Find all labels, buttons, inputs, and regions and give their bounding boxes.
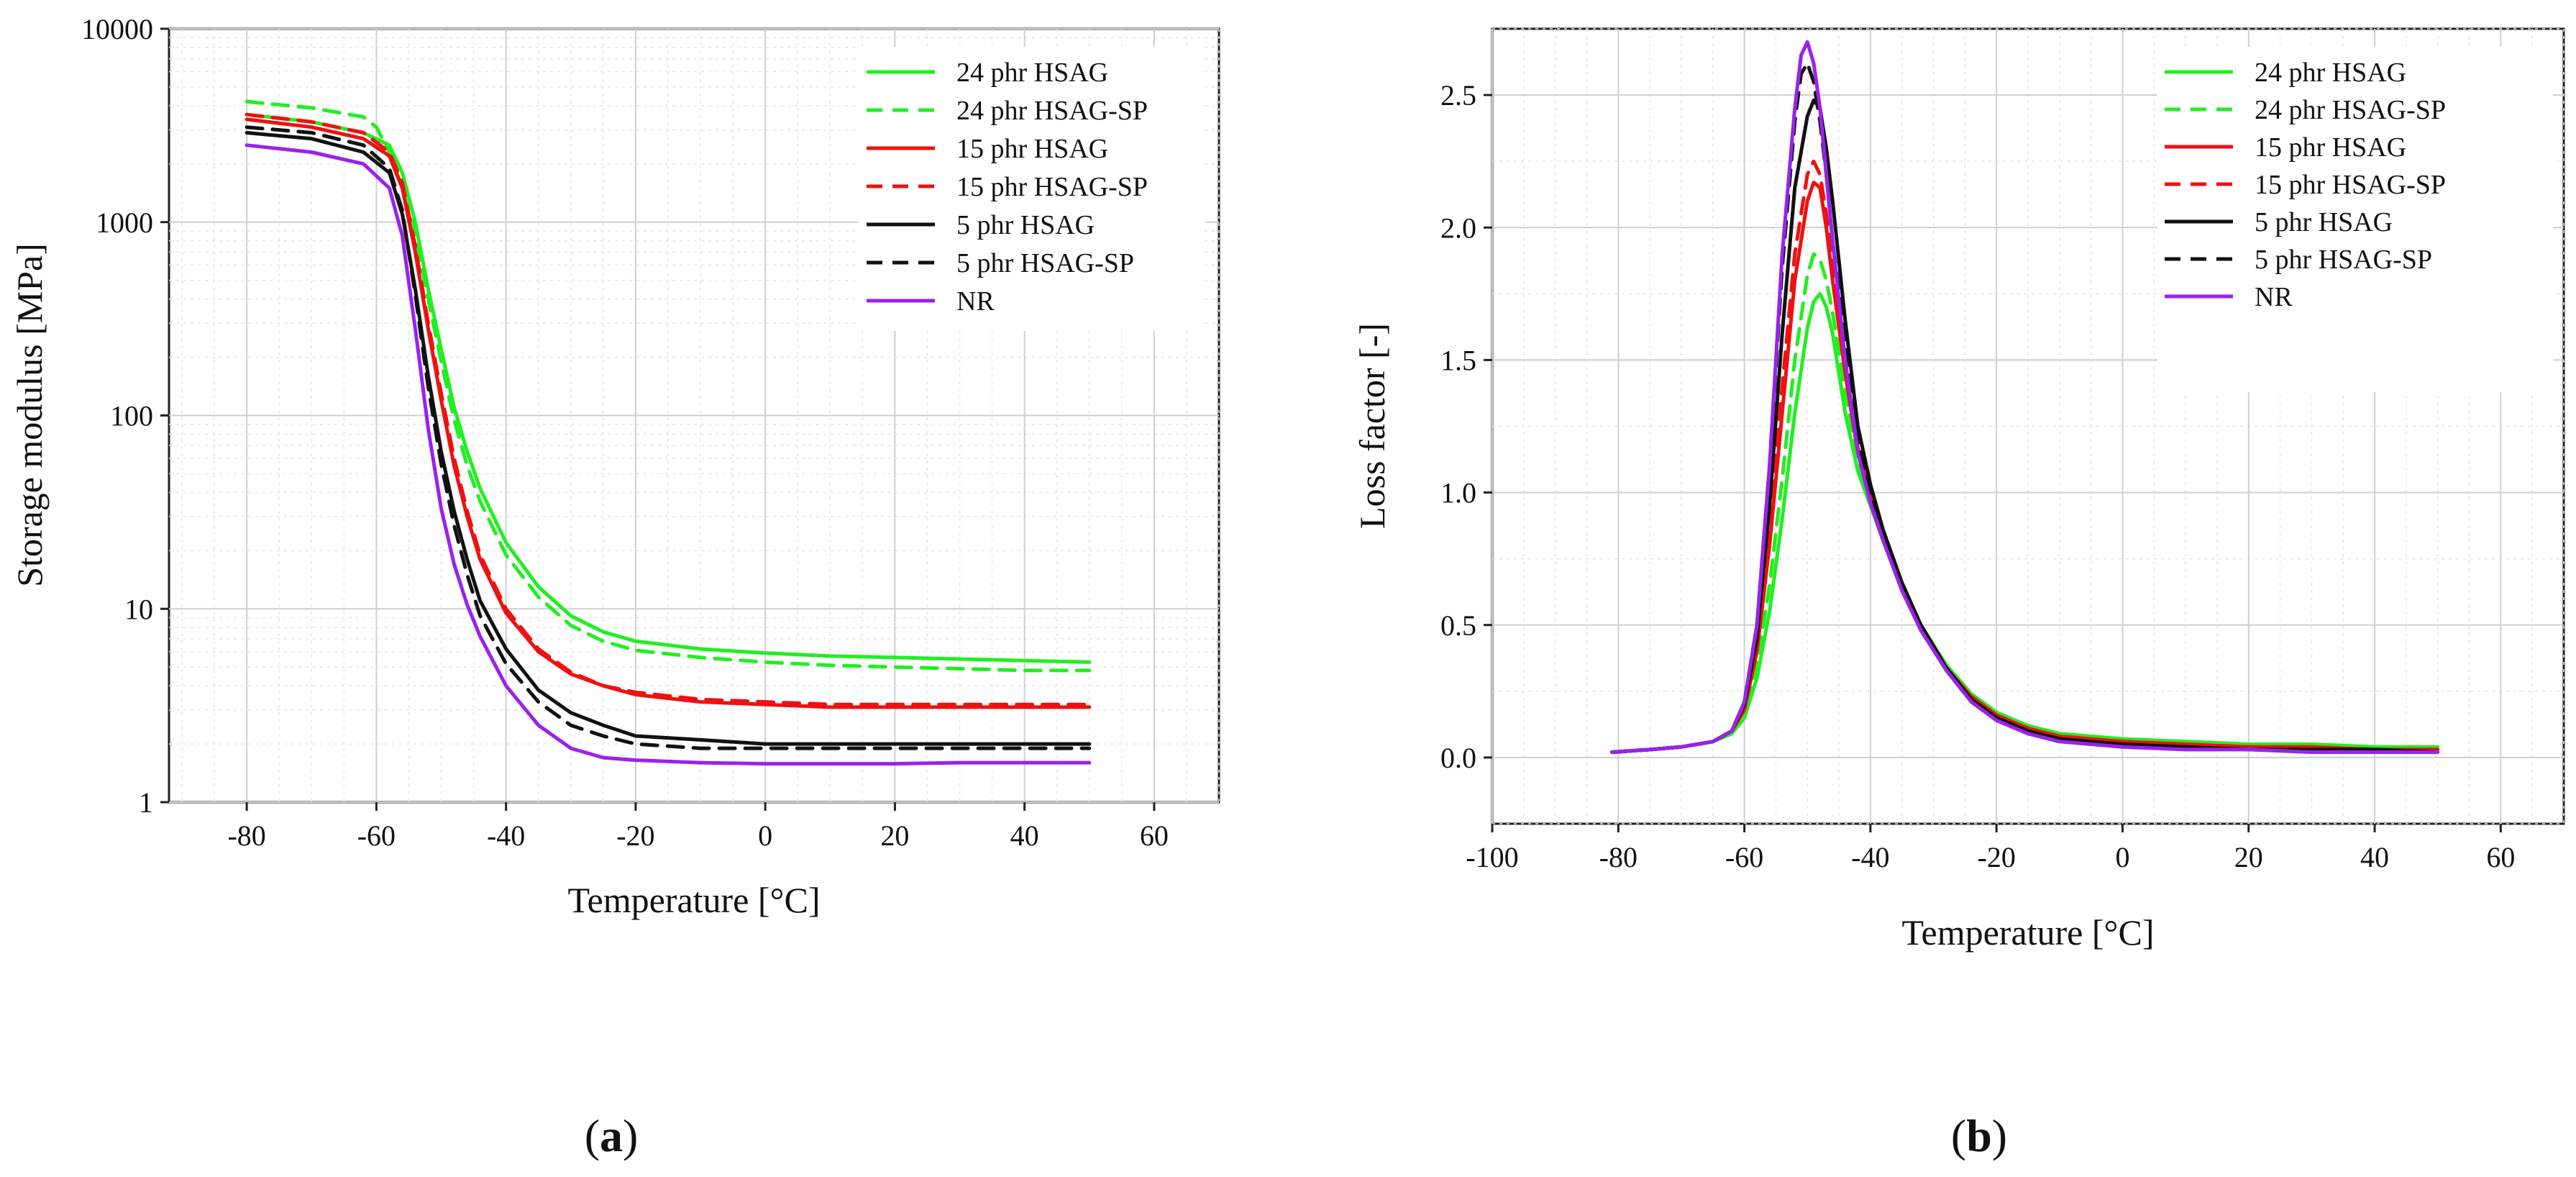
loss-factor-chart: -100 -80 -60 -40 -20 0 20 40 60 0.0 0.5 1.0 1.5 2.0 2.… — [1352, 27, 2565, 953]
tick-labels: -80 -60 -40 -20 0 20 40 60 1 10 100 1000 10000 — [81, 13, 1169, 852]
x-tick-label: -60 — [1725, 841, 1763, 873]
caption-a: (a) — [585, 1110, 639, 1161]
x-tick-label: -80 — [1599, 841, 1638, 873]
x-tick-label: -100 — [1466, 841, 1518, 873]
caption-b: (b) — [1951, 1110, 2007, 1161]
legend-label: 15 phr HSAG-SP — [2255, 170, 2446, 200]
grid — [169, 28, 1220, 803]
series-line-24-phr-hsag — [1610, 291, 2440, 754]
legend-label: 24 phr HSAG — [2255, 58, 2406, 88]
y-axis-label: Storage modulus [MPa] — [9, 243, 50, 587]
series-line-5-phr-hsag-sp — [245, 125, 1092, 750]
legend-label: 15 phr HSAG — [2255, 132, 2406, 163]
series-line-24-phr-hsag-sp — [245, 99, 1092, 673]
series-line-nr — [245, 143, 1092, 766]
legend-label: 24 phr HSAG — [956, 58, 1108, 88]
x-tick-label: -40 — [487, 819, 525, 852]
legend-label: 15 phr HSAG — [956, 134, 1108, 164]
y-tick-label: 10000 — [81, 13, 153, 45]
x-axis-label: Temperature [°C] — [1901, 912, 2154, 953]
legend-label: NR — [2255, 282, 2293, 312]
legend-label: NR — [956, 286, 995, 317]
x-tick-label: 0 — [2115, 841, 2129, 873]
caption-a-letter: a — [600, 1110, 623, 1161]
legend-label: 24 phr HSAG-SP — [956, 96, 1148, 126]
legend-background — [2157, 47, 2553, 392]
legend-label: 24 phr HSAG-SP — [2255, 95, 2446, 125]
x-tick-label: -40 — [1851, 841, 1889, 873]
y-tick-label: 1.5 — [1440, 344, 1476, 376]
y-tick-label: 1 — [139, 786, 153, 819]
series-group — [1610, 40, 2440, 754]
x-tick-label: 20 — [2234, 841, 2263, 873]
legend-label: 5 phr HSAG — [956, 210, 1095, 240]
x-tick-label: -60 — [357, 819, 396, 852]
series-group — [245, 99, 1092, 766]
x-tick-label: -20 — [616, 819, 654, 852]
x-tick-label: -20 — [1978, 841, 2016, 873]
legend-label: 15 phr HSAG-SP — [956, 172, 1148, 202]
legend-label: 5 phr HSAG-SP — [2255, 245, 2432, 275]
x-tick-label: 60 — [1140, 819, 1169, 852]
y-tick-label: 0.0 — [1440, 742, 1476, 774]
x-tick-label: 40 — [2360, 841, 2389, 873]
x-tick-label: 40 — [1010, 819, 1039, 852]
series-line-15-phr-hsag — [245, 117, 1092, 709]
legend: 24 phr HSAG 24 phr HSAG-SP 15 phr HSAG 15 p… — [2157, 47, 2553, 392]
y-tick-label: 1000 — [96, 206, 153, 239]
x-tick-label: 20 — [880, 819, 909, 852]
x-tick-label: -80 — [227, 819, 265, 852]
caption-b-letter: b — [1966, 1110, 1992, 1161]
series-line-24-phr-hsag — [245, 112, 1092, 664]
y-axis-label: Loss factor [-] — [1352, 323, 1392, 529]
storage-modulus-chart: -80 -60 -40 -20 0 20 40 60 1 10 100 1000 10000 24 ph… — [9, 13, 1220, 920]
legend: 24 phr HSAG 24 phr HSAG-SP 15 phr HSAG 15 p… — [859, 47, 1205, 331]
x-tick-label: 0 — [758, 819, 772, 852]
legend-background — [859, 47, 1205, 331]
series-line-15-phr-hsag-sp — [245, 112, 1092, 706]
y-tick-label: 0.5 — [1440, 609, 1476, 642]
x-axis-label: Temperature [°C] — [567, 880, 820, 920]
y-tick-label: 2.5 — [1440, 79, 1476, 112]
y-tick-label: 10 — [124, 593, 153, 625]
tick-labels: -100 -80 -60 -40 -20 0 20 40 60 0.0 0.5 1.0 1.5 2.0 2.… — [1440, 79, 2515, 873]
x-tick-label: 60 — [2486, 841, 2515, 873]
series-line-nr — [1610, 40, 2440, 754]
y-tick-label: 2.0 — [1440, 212, 1476, 244]
y-tick-label: 1.0 — [1440, 477, 1476, 509]
legend-label: 5 phr HSAG-SP — [956, 248, 1134, 278]
legend-label: 5 phr HSAG — [2255, 207, 2393, 237]
y-tick-label: 100 — [110, 400, 153, 432]
